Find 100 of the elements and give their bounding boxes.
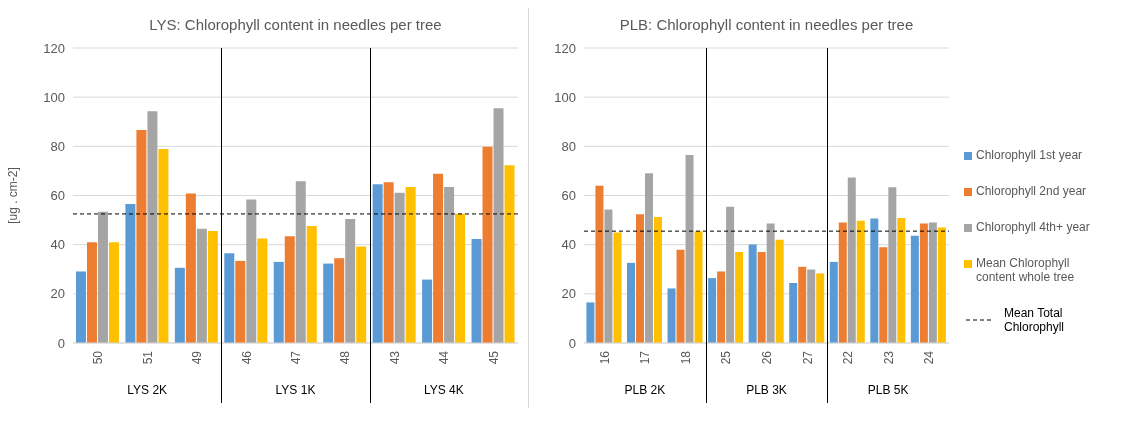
x-tick-label: 47 bbox=[289, 350, 304, 365]
bar bbox=[433, 173, 444, 343]
bar bbox=[856, 220, 865, 343]
bar bbox=[455, 213, 466, 343]
x-tick-label: 23 bbox=[881, 350, 896, 365]
y-tick-label: 20 bbox=[561, 286, 576, 302]
x-tick-label: 17 bbox=[638, 350, 653, 365]
bar bbox=[613, 232, 622, 343]
bar bbox=[158, 149, 169, 343]
x-tick-label: 43 bbox=[387, 350, 402, 365]
bar bbox=[246, 199, 257, 343]
bar bbox=[888, 187, 897, 343]
y-axis-title: [ug . cm-2] bbox=[6, 167, 21, 224]
bar bbox=[870, 218, 879, 343]
bar bbox=[394, 192, 405, 343]
text: PLB 3K bbox=[745, 383, 788, 397]
bar bbox=[207, 230, 218, 343]
y-tick-label: 60 bbox=[561, 188, 576, 204]
bar bbox=[306, 225, 317, 343]
bar bbox=[879, 247, 888, 343]
bar bbox=[757, 252, 766, 343]
bar bbox=[595, 185, 604, 343]
bar bbox=[147, 111, 158, 343]
x-tick-label: 46 bbox=[239, 350, 254, 365]
x-tick-label: 22 bbox=[841, 350, 856, 365]
bar bbox=[708, 278, 717, 343]
bar bbox=[635, 214, 644, 343]
bar bbox=[676, 249, 685, 343]
bar bbox=[136, 130, 147, 343]
chart-title: PLB: Chlorophyll content in needles per tree bbox=[618, 16, 915, 33]
y-tick-label: 100 bbox=[43, 89, 65, 105]
bar bbox=[235, 260, 246, 343]
bar bbox=[626, 262, 635, 343]
y-tick-label: 100 bbox=[554, 89, 576, 105]
bar bbox=[694, 231, 703, 343]
legend-label: Chlorophyll 1st year bbox=[976, 148, 1083, 162]
x-tick-label: 18 bbox=[678, 350, 693, 365]
bar bbox=[383, 182, 394, 343]
text: PLB 5K bbox=[866, 383, 910, 397]
x-tick-label: 48 bbox=[338, 350, 353, 365]
x-tick-label: 51 bbox=[140, 350, 155, 365]
bar bbox=[257, 238, 268, 343]
bar bbox=[75, 271, 86, 343]
bar bbox=[295, 181, 306, 343]
bar bbox=[685, 154, 694, 343]
x-tick-label: 27 bbox=[800, 350, 815, 365]
y-tick-label: 0 bbox=[57, 335, 65, 351]
bar bbox=[334, 258, 345, 343]
x-tick-label: 49 bbox=[190, 350, 205, 365]
bar bbox=[345, 219, 356, 343]
bar bbox=[586, 302, 595, 343]
legend-label: Chlorophyll 4th+ year bbox=[976, 220, 1090, 234]
y-tick-label: 80 bbox=[561, 138, 576, 154]
bar bbox=[504, 165, 515, 343]
bar bbox=[937, 227, 946, 343]
text: LYS 4K bbox=[422, 383, 465, 397]
bar bbox=[717, 271, 726, 343]
bar bbox=[838, 222, 847, 343]
bar bbox=[493, 108, 504, 343]
bar bbox=[829, 261, 838, 343]
bar bbox=[97, 211, 108, 343]
text: PLB 2K bbox=[623, 383, 667, 397]
x-tick-label: 24 bbox=[922, 350, 937, 365]
x-tick-label: 16 bbox=[597, 350, 612, 365]
y-tick-label: 120 bbox=[554, 40, 576, 56]
bar bbox=[798, 266, 807, 343]
bar bbox=[726, 206, 735, 343]
text: LYS 2K bbox=[126, 383, 169, 397]
bar bbox=[86, 242, 97, 343]
y-tick-label: 20 bbox=[50, 286, 65, 302]
x-tick-label: 45 bbox=[486, 350, 501, 365]
x-tick-label: 26 bbox=[760, 350, 775, 365]
bar bbox=[748, 244, 757, 343]
bar bbox=[273, 261, 284, 343]
y-tick-label: 60 bbox=[50, 188, 65, 204]
bar bbox=[847, 177, 856, 343]
bar bbox=[108, 242, 119, 343]
bar bbox=[816, 273, 825, 343]
bar bbox=[422, 279, 433, 343]
bar bbox=[174, 267, 185, 343]
bar bbox=[196, 228, 207, 343]
y-tick-label: 80 bbox=[50, 138, 65, 154]
x-tick-label: 25 bbox=[719, 350, 734, 365]
bar bbox=[604, 209, 613, 343]
bar bbox=[919, 223, 928, 343]
bar bbox=[735, 252, 744, 343]
bar bbox=[125, 204, 136, 343]
bar bbox=[356, 246, 367, 343]
text: LYS 1K bbox=[274, 383, 317, 397]
bar bbox=[789, 283, 798, 343]
x-tick-label: 50 bbox=[91, 350, 106, 365]
bar bbox=[224, 253, 235, 343]
bar bbox=[644, 173, 653, 343]
y-tick-label: 40 bbox=[561, 237, 576, 253]
y-tick-label: 40 bbox=[50, 237, 65, 253]
bar bbox=[444, 186, 455, 343]
bar bbox=[185, 193, 196, 343]
bar bbox=[897, 218, 906, 343]
bar bbox=[910, 235, 919, 343]
bar bbox=[653, 216, 662, 343]
